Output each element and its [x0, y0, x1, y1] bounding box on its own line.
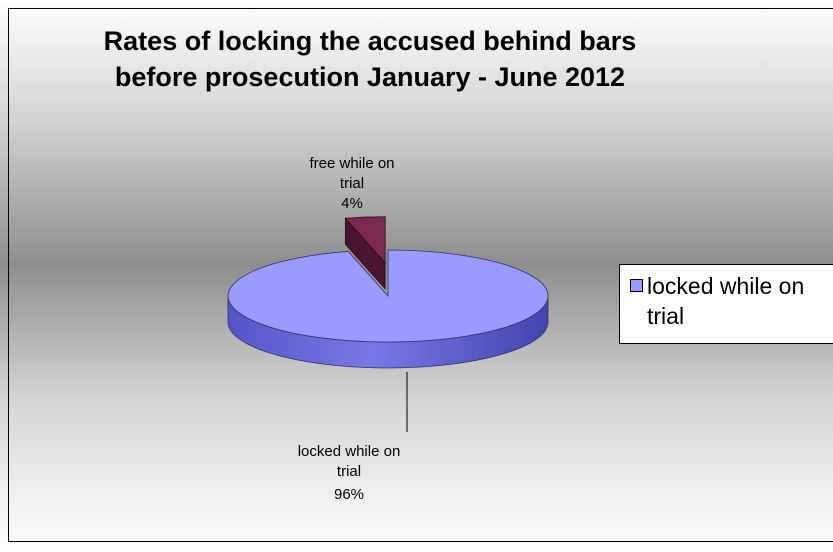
legend: locked while on trial	[619, 264, 833, 344]
chart-title-line-2: before prosecution January - June 2012	[114, 62, 626, 92]
legend-swatch-locked	[630, 279, 643, 292]
legend-label-locked: locked while on trial	[647, 273, 805, 329]
data-label-locked-value: 96%	[334, 486, 364, 503]
data-label-free-line-1: free while on	[309, 155, 394, 172]
pie-slice-locked	[227, 249, 549, 343]
data-label-free-value: 4%	[341, 195, 363, 212]
chart-frame	[8, 8, 833, 542]
chart-title-line-1: Rates of locking the accused behind bars	[103, 26, 637, 56]
pie-slice-free	[344, 216, 386, 264]
data-label-free-line-2: trial	[340, 175, 364, 192]
data-label-locked-line-2: trial	[337, 463, 361, 480]
data-label-locked-line-1: locked while on	[298, 443, 401, 460]
